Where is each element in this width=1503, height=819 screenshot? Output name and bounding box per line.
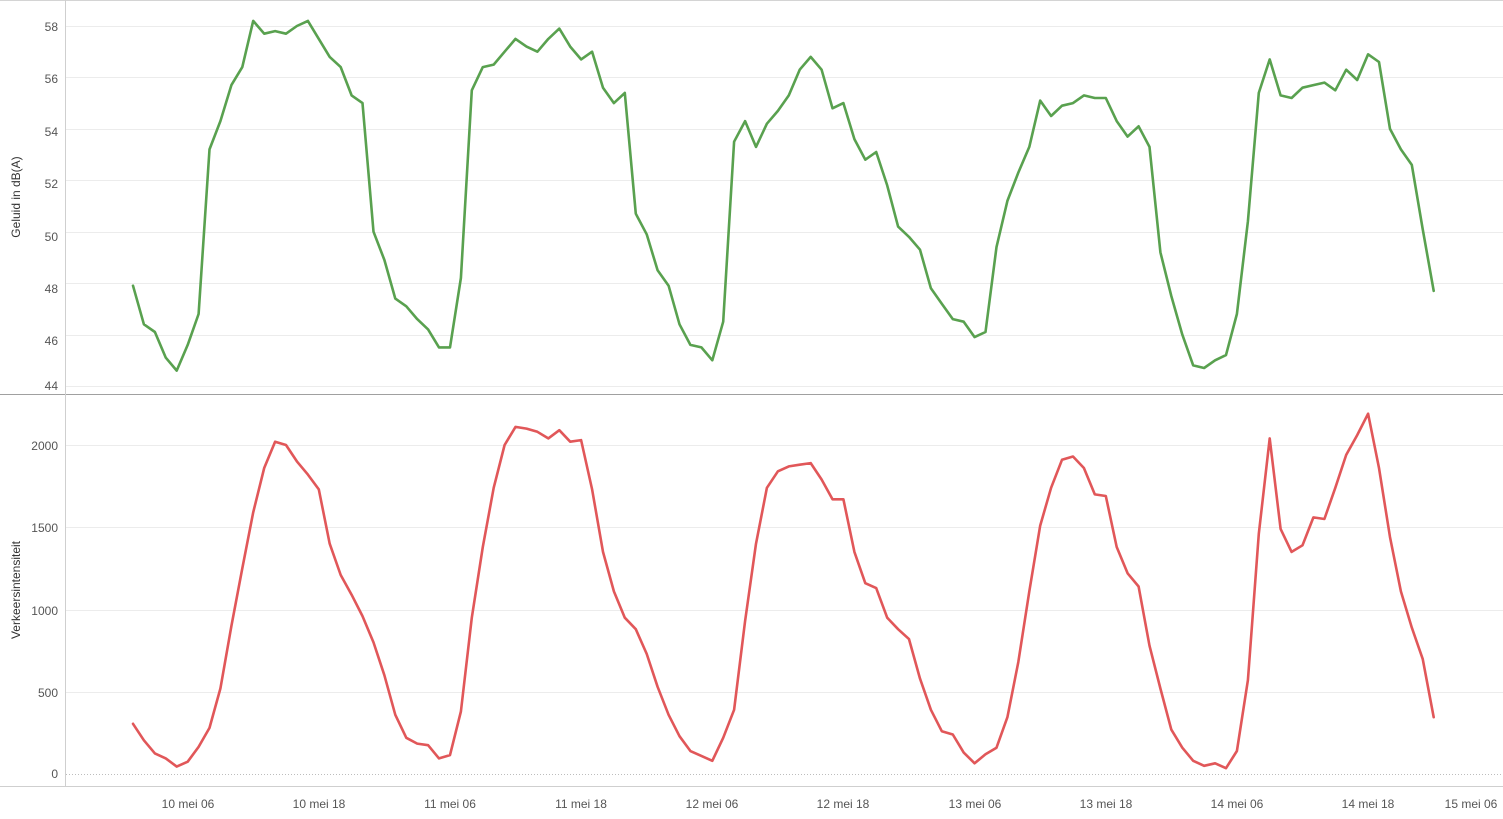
traffic-y-tick-label: 2000 bbox=[31, 439, 58, 453]
noise-y-tick-label: 48 bbox=[45, 282, 59, 296]
x-tick-label: 14 mei 18 bbox=[1342, 797, 1395, 811]
noise-y-tick-labels: 44 46 48 50 52 54 56 58 bbox=[45, 20, 59, 393]
traffic-y-tick-label: 1500 bbox=[31, 521, 58, 535]
noise-series-line bbox=[131, 19, 1435, 372]
x-tick-label: 12 mei 18 bbox=[817, 797, 870, 811]
x-tick-label: 14 mei 06 bbox=[1211, 797, 1264, 811]
x-tick-label: 13 mei 06 bbox=[949, 797, 1002, 811]
noise-y-tick-label: 56 bbox=[45, 72, 59, 86]
x-tick-label: 10 mei 06 bbox=[162, 797, 215, 811]
noise-y-tick-label: 46 bbox=[45, 334, 59, 348]
x-tick-label: 12 mei 06 bbox=[686, 797, 739, 811]
traffic-y-tick-label: 500 bbox=[38, 686, 58, 700]
x-tick-label: 13 mei 18 bbox=[1080, 797, 1133, 811]
gridlines bbox=[66, 26, 1503, 693]
x-tick-label: 11 mei 18 bbox=[555, 797, 607, 811]
traffic-y-tick-label: 0 bbox=[51, 767, 58, 781]
x-tick-label: 15 mei 06 bbox=[1445, 797, 1498, 811]
noise-y-tick-label: 54 bbox=[45, 125, 59, 139]
traffic-series-line bbox=[131, 412, 1435, 770]
noise-y-tick-label: 50 bbox=[45, 230, 59, 244]
x-tick-labels: 10 mei 06 10 mei 18 11 mei 06 11 mei 18 … bbox=[162, 797, 1498, 811]
noise-y-tick-label: 52 bbox=[45, 177, 59, 191]
noise-panel: Geluid in dB(A) 44 46 48 50 52 54 56 58 bbox=[9, 19, 1435, 393]
noise-y-tick-label: 44 bbox=[45, 379, 59, 393]
traffic-y-axis-title: Verkeersintensiteit bbox=[9, 540, 23, 639]
x-tick-label: 10 mei 18 bbox=[293, 797, 346, 811]
chart-frame bbox=[0, 0, 1503, 787]
traffic-y-tick-label: 1000 bbox=[31, 604, 58, 618]
traffic-y-tick-labels: 0 500 1000 1500 2000 bbox=[31, 439, 58, 781]
noise-y-axis-title: Geluid in dB(A) bbox=[9, 156, 23, 237]
x-tick-label: 11 mei 06 bbox=[424, 797, 476, 811]
traffic-panel: Verkeersintensiteit 0 500 1000 1500 2000 bbox=[9, 412, 1435, 781]
noise-y-tick-label: 58 bbox=[45, 20, 59, 34]
